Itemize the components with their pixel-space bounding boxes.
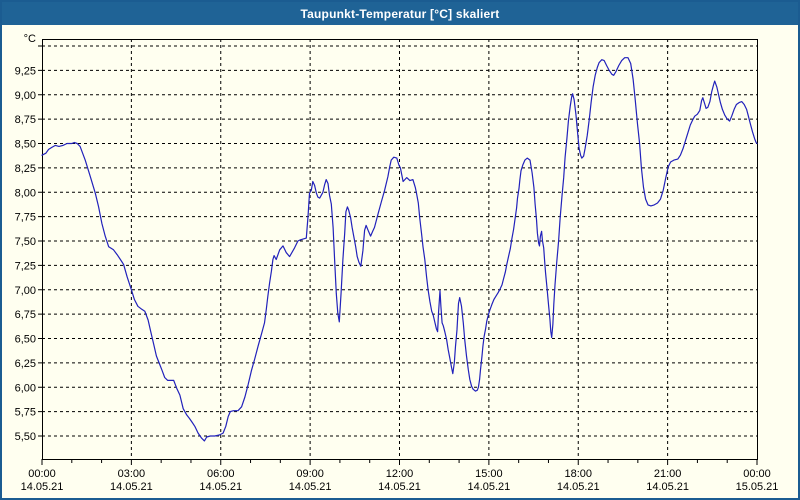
x-tick-date-label: 15.05.21 xyxy=(736,481,779,493)
y-tick-label: 5,50 xyxy=(15,431,36,443)
x-tick-time-label: 21:00 xyxy=(654,468,682,480)
x-tick-date-label: 14.05.21 xyxy=(199,481,242,493)
y-tick-label: 6,50 xyxy=(15,334,36,346)
y-tick-label: 7,75 xyxy=(15,212,36,224)
chart-area: 9,25 9,00 8,75 8,50 8,25 8,00 7,75 7,50 7,25 7,00… xyxy=(2,25,798,496)
y-tick-label: 6,25 xyxy=(15,358,36,370)
x-tick-date-label: 14.05.21 xyxy=(378,481,421,493)
y-tick-label: 7,00 xyxy=(15,285,36,297)
y-tick-label: 8,25 xyxy=(15,163,36,175)
y-tick-label: 9,00 xyxy=(15,90,36,102)
x-tick-date-label: 14.05.21 xyxy=(289,481,332,493)
x-tick-time-label: 18:00 xyxy=(564,468,592,480)
chart-title: Taupunkt-Temperatur [°C] skaliert xyxy=(300,6,500,21)
x-tick-time-label: 03:00 xyxy=(118,468,146,480)
x-tick-date-label: 14.05.21 xyxy=(646,481,689,493)
x-tick-date-label: 14.05.21 xyxy=(110,481,153,493)
y-tick-label: 7,25 xyxy=(15,260,36,272)
dewpoint-line-chart: 9,25 9,00 8,75 8,50 8,25 8,00 7,75 7,50 7,25 7,00… xyxy=(15,33,779,493)
x-tick-date-label: 14.05.21 xyxy=(467,481,510,493)
y-tick-label: 7,50 xyxy=(15,236,36,248)
y-tick-label: 8,50 xyxy=(15,139,36,151)
y-tick-label: 8,00 xyxy=(15,187,36,199)
y-tick-label: 6,00 xyxy=(15,382,36,394)
title-bar: Taupunkt-Temperatur [°C] skaliert xyxy=(2,2,798,25)
y-tick-label: 6,75 xyxy=(15,309,36,321)
x-tick-time-label: 09:00 xyxy=(296,468,324,480)
x-tick-time-label: 12:00 xyxy=(386,468,414,480)
temperature-line xyxy=(41,57,758,442)
x-tick-time-label: 06:00 xyxy=(207,468,235,480)
y-tick-label: 8,75 xyxy=(15,114,36,126)
y-tick-label: 9,25 xyxy=(15,65,36,77)
x-tick-time-label: 00:00 xyxy=(743,468,771,480)
x-tick-time-label: 15:00 xyxy=(475,468,503,480)
y-tick-label: 5,75 xyxy=(15,407,36,419)
y-axis-unit-label: °C xyxy=(24,33,36,45)
x-tick-date-label: 14.05.21 xyxy=(21,481,64,493)
x-tick-time-label: 00:00 xyxy=(28,468,56,480)
x-tick-date-label: 14.05.21 xyxy=(557,481,600,493)
